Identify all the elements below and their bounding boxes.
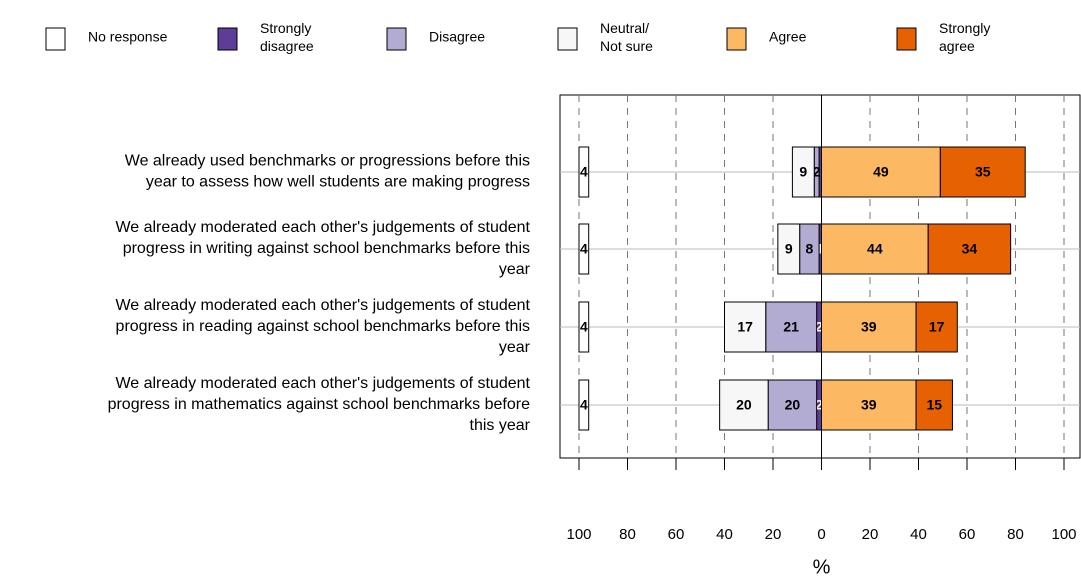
bar-segment bbox=[767, 379, 818, 431]
bar-segment bbox=[791, 146, 815, 198]
legend-label: Disagree bbox=[429, 29, 485, 45]
data-label: 2 bbox=[815, 319, 823, 335]
legend-swatch bbox=[557, 27, 578, 51]
x-tick-label: 100 bbox=[566, 526, 591, 543]
legend-label: Agree bbox=[769, 29, 807, 45]
bar-segment bbox=[939, 146, 1026, 198]
data-label: 20 bbox=[785, 397, 801, 413]
data-label: 21 bbox=[783, 319, 799, 335]
legend-label: Neutral/Not sure bbox=[600, 20, 653, 54]
category-label: We already used benchmarks or progressio… bbox=[125, 153, 530, 191]
x-tick-label: 20 bbox=[765, 526, 782, 543]
bar-segment bbox=[578, 146, 590, 198]
legend-swatch bbox=[45, 27, 66, 51]
data-label: 44 bbox=[867, 241, 883, 257]
legend-swatch bbox=[896, 27, 917, 51]
data-label: 15 bbox=[926, 397, 942, 413]
data-label: 4 bbox=[580, 241, 588, 257]
bar-segment bbox=[927, 223, 1012, 275]
legend-label: No response bbox=[88, 29, 168, 45]
data-label: 17 bbox=[737, 319, 753, 335]
bar-segment bbox=[915, 301, 958, 353]
legend-swatch bbox=[217, 27, 238, 51]
data-label: 4 bbox=[580, 164, 588, 180]
category-label: We already moderated each other's judgem… bbox=[115, 219, 530, 278]
bar-segment bbox=[821, 146, 941, 198]
data-label: 39 bbox=[861, 319, 877, 335]
data-label: 9 bbox=[799, 164, 807, 180]
bar-segment bbox=[915, 379, 953, 431]
data-label: 2 bbox=[813, 164, 821, 180]
data-label: 34 bbox=[962, 241, 978, 257]
data-label: 9 bbox=[785, 241, 793, 257]
data-label: 20 bbox=[736, 397, 752, 413]
data-label: 17 bbox=[929, 319, 945, 335]
legend-label: Strongly agree bbox=[939, 20, 990, 54]
x-axis-label: % bbox=[813, 556, 831, 577]
x-tick-label: 80 bbox=[1007, 526, 1024, 543]
bar-segment bbox=[821, 223, 929, 275]
data-label: 4 bbox=[580, 397, 588, 413]
data-label: 49 bbox=[873, 164, 889, 180]
x-tick-label: 40 bbox=[716, 526, 733, 543]
legend-label: Strongly disagree bbox=[260, 20, 314, 54]
x-tick-label: 80 bbox=[619, 526, 636, 543]
bar-segment bbox=[765, 301, 818, 353]
category-label: We already moderated each other's judgem… bbox=[108, 375, 531, 434]
bar-segment bbox=[578, 223, 590, 275]
x-tick-label: 60 bbox=[668, 526, 685, 543]
x-tick-label: 0 bbox=[817, 526, 825, 543]
bar-segment bbox=[724, 301, 767, 353]
bar-segment bbox=[719, 379, 769, 431]
category-label: We already moderated each other's judgem… bbox=[115, 297, 530, 356]
x-tick-label: 100 bbox=[1051, 526, 1076, 543]
legend-swatch bbox=[726, 27, 747, 51]
x-tick-label: 40 bbox=[910, 526, 927, 543]
bar-segment bbox=[777, 223, 801, 275]
bar-segment bbox=[578, 301, 590, 353]
data-label: 2 bbox=[815, 397, 823, 413]
data-label: 4 bbox=[580, 319, 588, 335]
data-label: 39 bbox=[861, 397, 877, 413]
data-label: 1 bbox=[816, 241, 824, 257]
data-label: 35 bbox=[975, 164, 991, 180]
bar-segment bbox=[821, 301, 917, 353]
bar-segment bbox=[821, 379, 917, 431]
x-tick-label: 20 bbox=[862, 526, 879, 543]
legend-swatch bbox=[386, 27, 407, 51]
bar-segment bbox=[578, 379, 590, 431]
plot-frame bbox=[559, 94, 1081, 459]
x-tick-label: 60 bbox=[959, 526, 976, 543]
data-label: 8 bbox=[805, 241, 813, 257]
